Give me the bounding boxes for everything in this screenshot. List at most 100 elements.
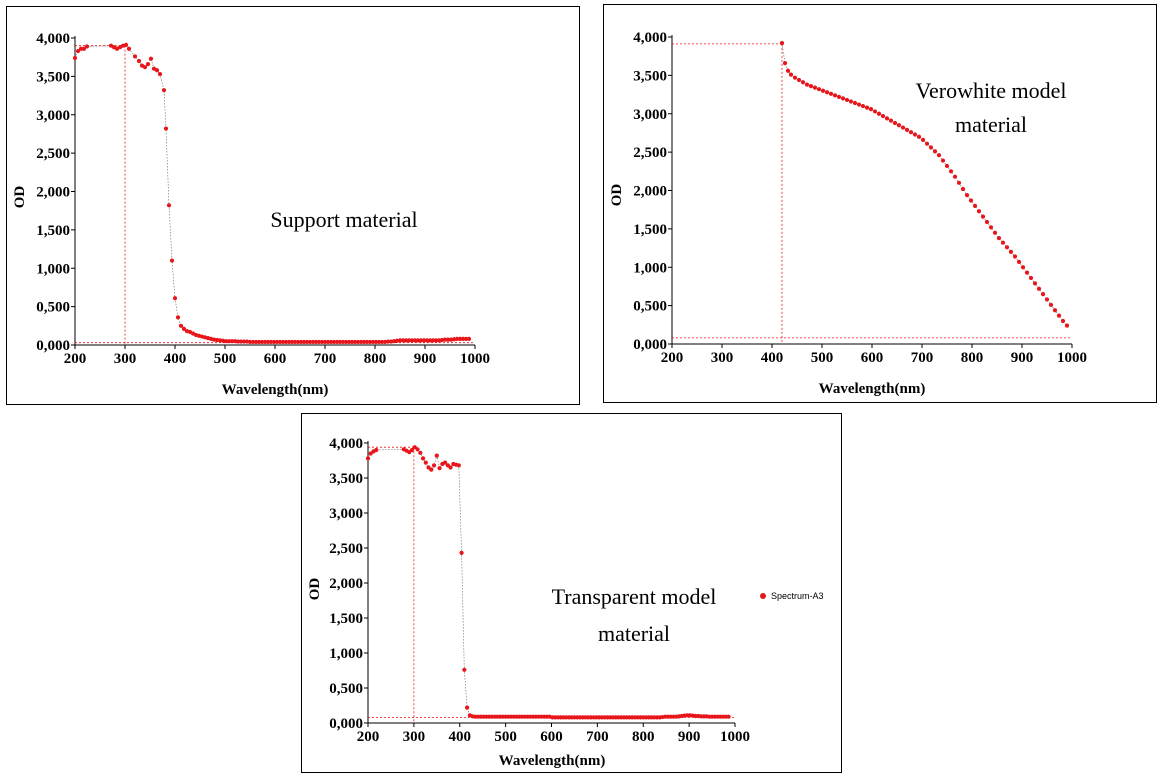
x-tick-label: 700 (586, 729, 609, 745)
data-point (334, 339, 340, 345)
data-point (442, 460, 448, 465)
data-point (456, 463, 461, 468)
x-tick-label: 900 (414, 351, 437, 367)
data-point (397, 338, 403, 343)
data-point (421, 338, 427, 343)
y-tick-label: 1,000 (633, 260, 667, 276)
y-tick-label: 0,500 (329, 681, 363, 697)
data-point (1024, 270, 1030, 275)
chart-annotation: Support material (270, 207, 417, 232)
data-point (241, 339, 247, 344)
data-point (464, 705, 470, 710)
data-point (226, 339, 232, 344)
data-point (274, 339, 280, 345)
data-point (448, 465, 453, 470)
data-point (1028, 275, 1034, 281)
data-point (310, 339, 316, 345)
data-point (1020, 265, 1026, 270)
data-point (420, 456, 426, 461)
data-point (123, 42, 129, 48)
y-tick-label: 2,500 (633, 145, 667, 161)
data-point (466, 336, 472, 341)
x-tick-label: 500 (811, 350, 834, 366)
data-point (343, 339, 349, 345)
data-point (1060, 318, 1066, 324)
data-point (136, 58, 142, 64)
data-point (896, 123, 902, 128)
data-point (980, 214, 986, 219)
data-point (145, 61, 151, 67)
data-point (824, 90, 830, 95)
data-point (358, 339, 364, 345)
data-point (1008, 249, 1014, 254)
data-point (928, 145, 934, 150)
y-tick-label: 3,500 (36, 69, 70, 85)
chart-annotation: Verowhite model (916, 78, 1067, 103)
data-point (319, 339, 325, 345)
data-point (726, 714, 731, 719)
data-point (355, 339, 361, 345)
data-point (271, 339, 277, 345)
y-tick-label: 2,500 (329, 541, 363, 557)
data-point (912, 132, 918, 137)
data-point (374, 447, 379, 453)
x-tick-label: 200 (661, 350, 684, 366)
data-point (457, 336, 463, 341)
data-point (972, 203, 978, 208)
data-point (292, 339, 298, 345)
data-point (876, 111, 882, 116)
data-point (166, 203, 172, 208)
x-tick-label: 600 (861, 350, 884, 366)
data-point (364, 339, 370, 345)
y-tick-label: 0,000 (36, 338, 70, 354)
data-point (142, 65, 148, 70)
x-tick-label: 700 (314, 351, 337, 367)
chart-panel-transparent: 200 300 400 500 600 700 800 900 1000 0,000 0,500 1,… (301, 413, 842, 773)
data-point (81, 46, 87, 51)
data-point (322, 339, 328, 345)
data-point (976, 209, 982, 214)
y-tick-label: 1,500 (633, 222, 667, 238)
data-point (283, 339, 289, 345)
chart-verowhite-material: 200 300 400 500 600 700 800 900 1000 0,000 0,500 1,… (609, 30, 1087, 397)
data-point (779, 41, 785, 46)
data-point (409, 338, 415, 343)
data-point (812, 85, 818, 90)
data-point (1052, 308, 1058, 313)
data-point (373, 339, 379, 345)
y-tick-label: 3,000 (633, 107, 667, 123)
data-point (948, 169, 954, 174)
data-point (247, 339, 253, 345)
data-point (984, 219, 990, 225)
data-point (852, 100, 858, 106)
data-point (265, 339, 271, 345)
data-point (792, 75, 798, 80)
data-point (804, 82, 810, 87)
data-point (126, 46, 132, 51)
data-point (286, 339, 292, 345)
data-point (460, 336, 466, 341)
data-point (295, 339, 301, 345)
x-tick-label: 500 (494, 729, 517, 745)
data-point (454, 336, 460, 341)
data-point (1044, 297, 1050, 302)
y-tick-label: 4,000 (633, 30, 667, 46)
x-tick-label: 1000 (1057, 350, 1087, 366)
x-tick-label: 400 (164, 351, 187, 367)
y-tick-label: 2,000 (36, 185, 70, 201)
data-point (968, 198, 974, 203)
data-point (988, 225, 994, 230)
chart-annotation: material (598, 621, 670, 646)
x-tick-label: 900 (1011, 350, 1034, 366)
data-point (316, 339, 322, 345)
chart-annotation: Transparent model (552, 584, 717, 609)
data-point (932, 149, 938, 154)
data-point (415, 338, 421, 343)
data-point (298, 339, 304, 345)
data-point (304, 339, 310, 345)
x-tick-label: 700 (911, 350, 934, 366)
data-point (163, 126, 169, 131)
x-tick-label: 500 (214, 351, 237, 367)
data-point (328, 339, 334, 345)
data-point (459, 550, 464, 555)
